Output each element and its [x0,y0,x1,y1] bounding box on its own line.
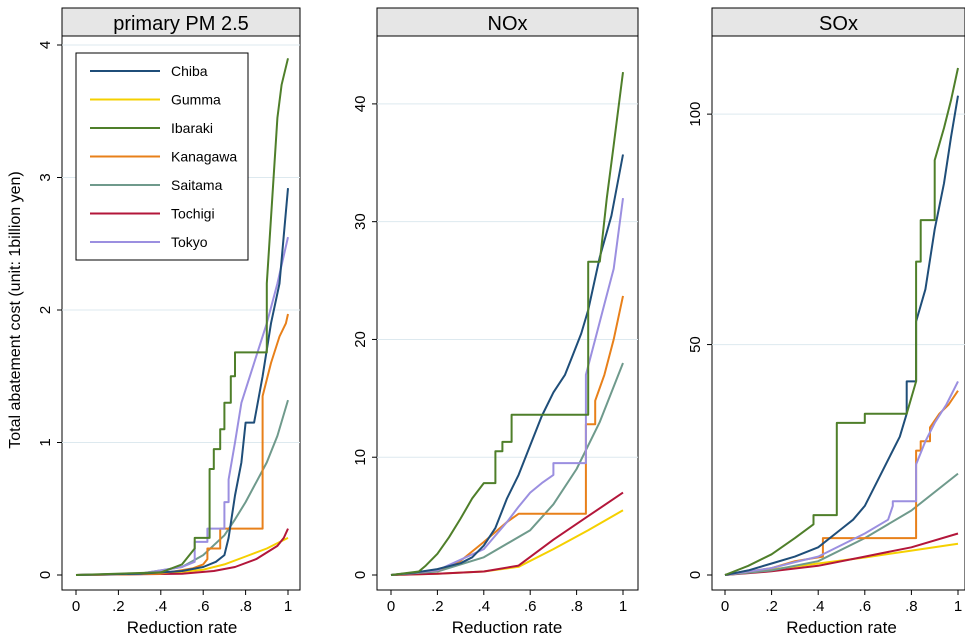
y-tick-label: 40 [352,96,369,113]
x-axis-label: Reduction rate [786,618,897,637]
y-tick-label: 20 [352,331,369,348]
panel-title: SOx [819,13,858,35]
y-tick-label: 50 [687,336,704,353]
plot-frame [712,36,965,590]
panel-title: NOx [488,13,528,35]
x-tick-label: .2 [112,598,125,615]
legend-label-gumma: Gumma [171,92,221,108]
panel-title: primary PM 2.5 [113,13,249,35]
x-tick-label: 0 [721,598,729,615]
x-tick-label: .4 [155,598,168,615]
y-tick-label: 1 [37,438,54,446]
x-tick-label: 1 [954,598,962,615]
plot-frame [377,36,638,590]
y-tick-label: 10 [352,449,369,466]
y-tick-label: 30 [352,213,369,230]
y-tick-label: 0 [352,571,369,579]
x-tick-label: 1 [284,598,292,615]
legend-label-saitama: Saitama [171,177,223,193]
y-tick-label: 4 [37,41,54,49]
y-tick-label: 0 [687,571,704,579]
x-tick-label: .8 [570,598,583,615]
legend-label-ibaraki: Ibaraki [171,120,213,136]
chart-panel-3: SOx 0 50 100 0 .2 .4 .6 .8 1 Reduction rate [687,8,965,637]
x-tick-label: .6 [197,598,210,615]
x-tick-label: .6 [524,598,537,615]
x-tick-label: .2 [431,598,444,615]
x-tick-label: .4 [812,598,825,615]
y-tick-label: 100 [687,102,704,127]
legend-label-chiba: Chiba [171,63,208,79]
y-tick-label: 2 [37,306,54,314]
x-axis-label: Reduction rate [127,618,238,637]
x-tick-label: .2 [765,598,778,615]
legend-label-tochigi: Tochigi [171,206,215,222]
x-tick-label: .6 [859,598,872,615]
legend-label-tokyo: Tokyo [171,234,208,250]
x-tick-label: .8 [239,598,252,615]
chart-panel-2: NOx 0 10 20 30 40 0 .2 .4 .6 .8 1 Reduction rate [352,8,638,637]
y-tick-label: 0 [37,571,54,579]
legend: Chiba Gumma Ibaraki Kanagawa Saitama Tochigi T… [76,53,248,260]
x-tick-label: .4 [478,598,491,615]
x-tick-label: .8 [905,598,918,615]
x-axis-label: Reduction rate [452,618,563,637]
x-tick-label: 1 [619,598,627,615]
y-tick-label: 3 [37,173,54,181]
legend-label-kanagawa: Kanagawa [171,149,237,165]
y-axis-label: Total abatement cost (unit: 1billion yen… [7,171,24,448]
x-tick-label: 0 [72,598,80,615]
x-tick-label: 0 [387,598,395,615]
